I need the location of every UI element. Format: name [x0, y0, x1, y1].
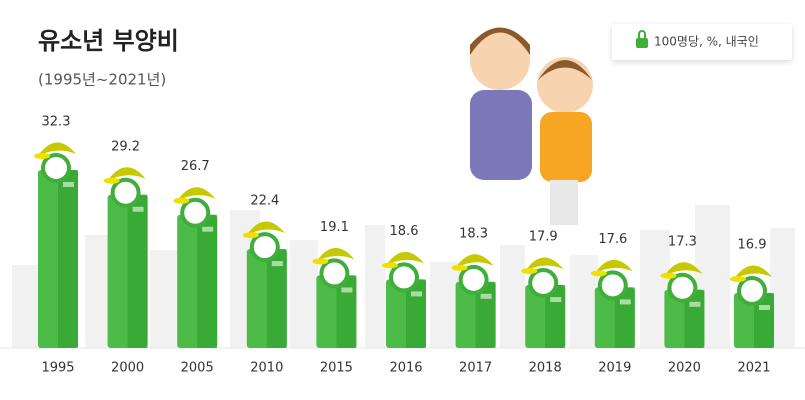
bar-shade: [336, 275, 357, 348]
hat: [38, 142, 76, 156]
x-tick-label: 2010: [250, 361, 283, 376]
hat-brim: [521, 268, 538, 275]
value-label: 22.4: [250, 194, 279, 209]
bar-highlight: [132, 206, 144, 212]
chart-subtitle: (1995년~2021년): [38, 71, 166, 89]
hat-brim: [590, 270, 607, 277]
bar-highlight: [271, 261, 283, 267]
x-tick-label: 2016: [389, 361, 422, 376]
characters: [470, 27, 593, 225]
value-label: 16.9: [738, 238, 767, 253]
value-label: 17.6: [598, 232, 627, 247]
x-tick-label: 2015: [320, 361, 353, 376]
bar-group: 18.6: [382, 224, 426, 348]
hat-ring: [41, 153, 71, 183]
bar-highlight: [480, 293, 492, 299]
bar-highlight: [341, 287, 353, 293]
value-label: 19.1: [320, 220, 349, 235]
bar-group: 32.3: [34, 115, 78, 348]
hat-ring: [249, 232, 280, 263]
hat-ring: [737, 276, 767, 306]
bar-shade: [58, 170, 78, 348]
hat-ring: [180, 197, 211, 228]
bar-group: 18.3: [451, 226, 496, 348]
bar-group: 22.4: [242, 194, 287, 348]
note: 100명당, %, 내국인: [654, 35, 759, 49]
hat-ring: [597, 270, 628, 301]
value-label: 29.2: [111, 139, 140, 154]
hat-ring: [110, 177, 141, 208]
hat-ring: [528, 268, 559, 299]
bar-shade: [266, 249, 287, 348]
x-tick-label: 2000: [111, 361, 144, 376]
x-tick-label: 2017: [459, 361, 492, 376]
hat-ring: [319, 258, 350, 289]
hat: [594, 259, 633, 274]
value-label: 18.3: [459, 226, 488, 241]
hat-ring: [458, 264, 489, 295]
bar-highlight: [689, 301, 701, 307]
bar-shade: [197, 214, 218, 348]
hat-brim: [660, 272, 677, 279]
value-label: 17.3: [668, 234, 697, 249]
hat-brim: [173, 197, 190, 204]
bar-group: 17.3: [660, 234, 705, 348]
bar-shade: [406, 279, 426, 348]
x-tick-label: 2005: [181, 361, 214, 376]
bar-group: 17.9: [521, 230, 566, 348]
bar-highlight: [619, 299, 631, 305]
hat-brim: [312, 258, 329, 265]
note-box: 100명당, %, 내국인: [612, 24, 792, 60]
hat: [525, 257, 564, 272]
bar-group: 26.7: [173, 159, 218, 348]
x-tick-label: 2018: [529, 361, 562, 376]
hat: [734, 265, 772, 279]
value-label: 18.6: [390, 224, 419, 239]
hat: [177, 187, 216, 201]
hat-brim: [451, 264, 468, 271]
bar-highlight: [550, 297, 562, 303]
hat: [107, 167, 146, 181]
hat: [386, 251, 424, 266]
bar-shade: [127, 194, 148, 348]
value-label: 26.7: [181, 159, 210, 174]
hat-brim: [730, 276, 746, 282]
hat-brim: [242, 232, 259, 239]
bar-group: 19.1: [312, 220, 357, 348]
hat-ring: [389, 262, 419, 293]
hat-brim: [382, 262, 398, 269]
x-tick-label: 1995: [41, 361, 74, 376]
bar-group: 17.6: [590, 232, 635, 348]
bar-highlight: [759, 305, 770, 310]
hat: [316, 247, 355, 262]
value-label: 17.9: [529, 230, 558, 245]
x-tick-label: 2021: [737, 361, 770, 376]
bar-highlight: [63, 182, 74, 187]
value-label: 32.3: [42, 115, 71, 130]
hat: [455, 254, 494, 268]
bar-highlight: [202, 226, 214, 232]
bar-group: 16.9: [730, 238, 774, 348]
bar-group: 29.2: [103, 139, 148, 348]
x-tick-label: 2020: [668, 361, 701, 376]
bar-highlight: [411, 291, 422, 297]
hat: [246, 221, 285, 236]
hat-ring: [667, 272, 698, 303]
chart-title: 유소년 부양비: [38, 27, 179, 55]
hat: [664, 262, 703, 276]
hat-brim: [34, 153, 50, 159]
x-tick-label: 2019: [598, 361, 631, 376]
hat-brim: [103, 177, 120, 184]
